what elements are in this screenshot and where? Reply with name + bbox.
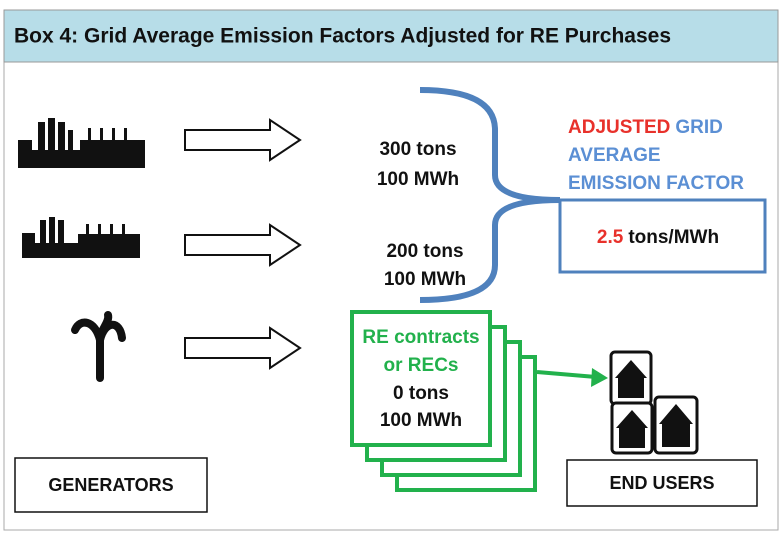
factor-title: ADJUSTED GRID [568,117,723,138]
factor-value-line: 2.5 tons/MWh [597,227,719,248]
re-line: or RECs [384,355,459,376]
house-icon [610,401,654,455]
re-line: 0 tons [393,383,449,404]
factor-value: 2.5 [597,227,624,248]
flow-energy: 100 MWh [384,269,466,290]
factor-emission: EMISSION FACTOR [568,173,744,194]
factor-unit: tons/MWh [628,227,719,248]
green-arrowhead [591,368,608,387]
turbine-icon [71,311,126,382]
re-line: 100 MWh [380,410,462,431]
factory-icon [18,118,145,168]
flow-tons: 200 tons [386,241,463,262]
flow-tons: 300 tons [379,139,456,160]
house-icon [609,350,653,406]
factor-grid: GRID [675,117,723,138]
end-users-box [566,459,758,507]
generators-box [14,457,208,513]
header-title: Box 4: Grid Average Emission Factors Adj… [14,25,671,48]
factory-icon [22,217,140,258]
generators-label: GENERATORS [48,475,173,495]
re-line: RE contracts [362,327,479,348]
brace [419,87,561,303]
end-users-label: END USERS [609,473,714,493]
factor-box [558,198,767,274]
re-box-stack [350,310,537,492]
flow-energy: 100 MWh [377,169,459,190]
house-icon [653,395,699,455]
header-band [3,9,779,63]
green-arrow [536,370,597,379]
arrow [184,118,302,370]
factor-average: AVERAGE [568,145,661,166]
factor-adjusted: ADJUSTED [568,117,670,138]
